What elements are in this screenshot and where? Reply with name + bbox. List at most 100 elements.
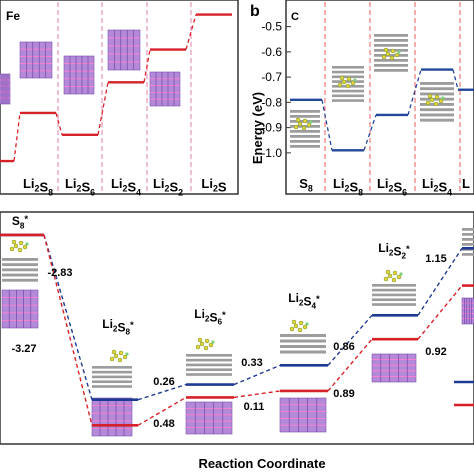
lithium-atom bbox=[125, 352, 129, 356]
graphene-layer bbox=[92, 380, 132, 384]
transition-fe-3 bbox=[233, 390, 281, 399]
sulfur-atom bbox=[122, 354, 128, 360]
panel-c-x-title: Reaction Coordinate bbox=[198, 456, 325, 471]
cluster-li2s6-c bbox=[195, 337, 215, 351]
graphene-layer bbox=[332, 80, 364, 83]
structure-li2s8 bbox=[19, 41, 53, 79]
sulfur-atom bbox=[302, 118, 308, 124]
category-label-1: Li2S8* bbox=[102, 317, 134, 337]
graphene-layer bbox=[92, 375, 132, 379]
panel-a-frame bbox=[0, 0, 239, 195]
graphene-layer bbox=[280, 345, 326, 349]
lithium-atom bbox=[399, 272, 403, 276]
slab-body bbox=[0, 73, 11, 105]
transition-Li2S6 bbox=[55, 112, 63, 135]
sulfur-atom bbox=[350, 80, 356, 86]
structure-li2s-fe bbox=[461, 297, 474, 325]
graphene-layer bbox=[2, 273, 38, 277]
sulfur-atom bbox=[396, 274, 402, 280]
slab-body bbox=[1, 289, 39, 329]
graphene-layer bbox=[462, 233, 474, 236]
graphene-layer bbox=[186, 354, 232, 357]
cluster-li2s4 bbox=[425, 93, 445, 107]
x-tick-Li2S6: Li2S6 bbox=[377, 176, 407, 197]
graphene-layer bbox=[374, 34, 408, 37]
sulfur-atom bbox=[118, 350, 124, 356]
graphene-layer bbox=[372, 303, 416, 306]
cluster-s8 bbox=[293, 117, 313, 131]
slab-body bbox=[107, 29, 141, 71]
graphene-layer bbox=[372, 284, 416, 287]
sulfur-atom bbox=[429, 97, 435, 103]
lithium-atom bbox=[309, 120, 313, 124]
lithium-atom bbox=[353, 78, 357, 82]
panel-c: S8* Li2S8* Li2S6* Li2S4* Li2S2* -2.83 0.26 0.3… bbox=[0, 211, 474, 471]
step-label-blue-1: 0.26 bbox=[153, 376, 174, 388]
graphene-layer bbox=[332, 70, 364, 74]
sulfur-atom bbox=[197, 337, 203, 343]
y-tick-label: -0.9 bbox=[261, 121, 282, 135]
structure-s8-fe bbox=[1, 289, 39, 329]
sulfur-atom bbox=[298, 320, 304, 326]
x-tick-S8: S8 bbox=[299, 176, 313, 194]
structure-li2s4-c bbox=[280, 334, 326, 354]
panel-a: Fe Li2S8 Li2S6 Li2S4 Li2S2 Li2S bbox=[0, 0, 239, 197]
graphene-layer bbox=[374, 44, 408, 47]
sulfur-atom bbox=[433, 101, 439, 107]
y-tick-label: -0.5 bbox=[261, 20, 282, 34]
graphene-layer bbox=[420, 113, 454, 117]
panel-b: b C Energy (eV) -0.5 -0.6 -0.7 -0.8 -0.9 -1.0… bbox=[250, 0, 474, 197]
lithium-atom bbox=[25, 242, 29, 246]
lithium-atom bbox=[211, 340, 215, 344]
cluster-li2s2-c bbox=[383, 269, 403, 283]
sulfur-atom bbox=[293, 323, 299, 329]
graphene-layer bbox=[2, 263, 38, 267]
panel-b-letter: b bbox=[250, 3, 260, 20]
graphene-layer bbox=[332, 66, 364, 69]
graphene-layer bbox=[2, 258, 38, 261]
structure-li2s6 bbox=[63, 55, 95, 95]
sulfur-atom bbox=[427, 93, 433, 99]
panel-b-frame bbox=[285, 0, 474, 195]
graphene-layer bbox=[290, 145, 320, 148]
graphene-layer bbox=[374, 64, 408, 67]
category-label-4: Li2S2* bbox=[378, 241, 410, 261]
sulfur-atom bbox=[111, 349, 117, 355]
y-tick-label: -1.0 bbox=[261, 146, 282, 160]
step-label-red-0: -3.27 bbox=[11, 343, 36, 355]
sulfur-atom bbox=[289, 326, 295, 332]
sulfur-atom bbox=[383, 276, 389, 282]
x-tick-Li2S6: Li2S6 bbox=[65, 176, 95, 197]
transition-fe-5 bbox=[417, 285, 463, 340]
step-label-red-2: 0.11 bbox=[244, 401, 265, 413]
structure-li2s2-c bbox=[372, 284, 416, 306]
transition-c-5 bbox=[417, 247, 463, 316]
graphene-layer bbox=[186, 363, 232, 367]
graphene-layer bbox=[372, 293, 416, 297]
sulfur-atom bbox=[208, 342, 214, 348]
y-tick-label: -0.7 bbox=[261, 70, 282, 84]
x-tick-L: L bbox=[462, 176, 470, 191]
structure-li2s8-c bbox=[92, 366, 132, 388]
x-tick-Li2S2: Li2S2 bbox=[153, 176, 183, 197]
lithium-atom bbox=[441, 96, 445, 100]
x-tick-Li2S4: Li2S4 bbox=[111, 176, 141, 197]
graphene-layer bbox=[462, 253, 474, 256]
cluster-li2s8 bbox=[337, 75, 357, 89]
sulfur-atom bbox=[391, 277, 397, 283]
step-label-blue-3: 0.86 bbox=[333, 341, 354, 353]
transition-fe-1 bbox=[43, 234, 93, 426]
structure-li2s4 bbox=[107, 29, 141, 71]
graphene-layer bbox=[332, 99, 364, 102]
cluster-li2s8-c bbox=[109, 349, 129, 363]
structure-s8 bbox=[0, 73, 11, 105]
graphene-layer bbox=[290, 115, 320, 118]
slab-body bbox=[19, 41, 53, 79]
graphene-layer bbox=[462, 238, 474, 241]
panel-a-inset-label: Fe bbox=[6, 9, 20, 23]
sulfur-atom bbox=[203, 345, 209, 351]
sulfur-atom bbox=[113, 353, 119, 359]
sulfur-atom bbox=[345, 83, 351, 89]
step-label-red-4: 0.92 bbox=[425, 346, 446, 358]
